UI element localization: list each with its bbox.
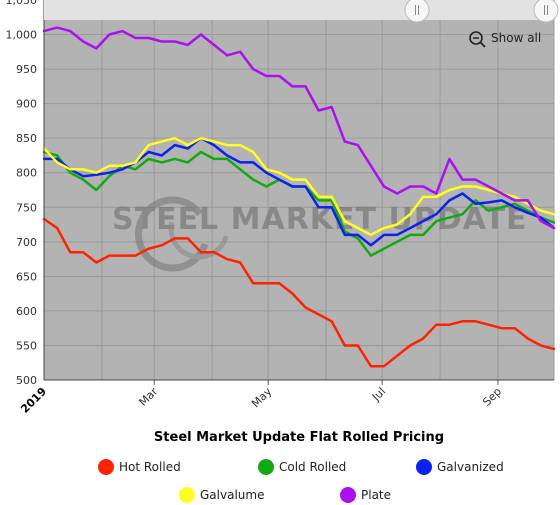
- y-tick-label: 550: [16, 339, 37, 352]
- series-line-galvalume[interactable]: [42, 136, 556, 237]
- series-line-plate[interactable]: [42, 26, 556, 230]
- chart-title: Steel Market Update Flat Rolled Pricing: [154, 430, 444, 445]
- y-tick-label: 950: [16, 63, 37, 76]
- legend-label: Galvalume: [200, 488, 264, 502]
- y-tick-label: 500: [16, 374, 37, 387]
- y-tick-label: 800: [16, 167, 37, 180]
- legend-item-plate[interactable]: Plate: [340, 487, 391, 503]
- y-tick-label: 750: [16, 201, 37, 214]
- show-all-label[interactable]: Show all: [491, 31, 541, 45]
- legend-marker: [179, 487, 195, 503]
- legend-item-hot-rolled[interactable]: Hot Rolled: [98, 459, 181, 475]
- y-tick-label: 600: [16, 305, 37, 318]
- legend-marker: [416, 459, 432, 475]
- y-tick-label: 1,050: [6, 0, 38, 7]
- navigator-right-handle[interactable]: [533, 0, 559, 23]
- series-line-hot-rolled[interactable]: [42, 217, 556, 368]
- legend-marker: [340, 487, 356, 503]
- show-all-button[interactable]: Show all: [469, 31, 541, 48]
- y-tick-label: 700: [16, 236, 37, 249]
- legend: Hot Rolled Cold Rolled Galvanized Galvalume…: [98, 459, 504, 503]
- y-tick-label: 650: [16, 270, 37, 283]
- legend-label: Plate: [361, 488, 391, 502]
- legend-item-galvalume[interactable]: Galvalume: [179, 487, 264, 503]
- y-tick-label: 850: [16, 132, 37, 145]
- legend-marker: [258, 459, 274, 475]
- legend-label: Cold Rolled: [279, 460, 346, 474]
- series-line-galvanized[interactable]: [42, 136, 556, 247]
- legend-item-cold-rolled[interactable]: Cold Rolled: [258, 459, 346, 475]
- y-tick-label: 900: [16, 98, 37, 111]
- plot-background: [44, 0, 554, 380]
- legend-label: Galvanized: [437, 460, 504, 474]
- navigator-left-handle[interactable]: [404, 0, 430, 23]
- zoom-out-icon: [469, 31, 483, 45]
- legend-marker: [98, 459, 114, 475]
- legend-label: Hot Rolled: [119, 460, 181, 474]
- range-navigator[interactable]: [44, 0, 559, 23]
- y-tick-label: 1,000: [6, 29, 38, 42]
- navigator-track[interactable]: [44, 0, 554, 20]
- legend-item-galvanized[interactable]: Galvanized: [416, 459, 504, 475]
